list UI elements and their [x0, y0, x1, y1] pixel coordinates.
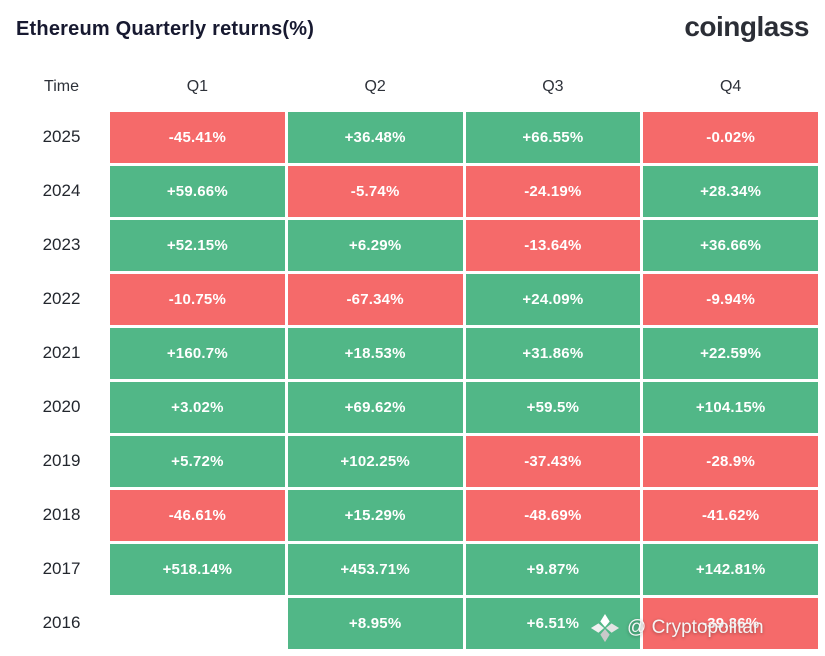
year-label-2023: 2023: [42, 235, 81, 255]
cell-2021-q4: +22.59%: [643, 327, 818, 379]
cell-2018-q1: -46.61%: [110, 489, 285, 541]
cell-2020-q3: +59.5%: [465, 381, 641, 433]
cell-2017-q4: +142.81%: [643, 543, 818, 595]
cell-2020-q2: +69.62%: [287, 381, 463, 433]
cell-2019-q1: +5.72%: [110, 435, 285, 487]
cell-2017-q2: +453.71%: [287, 543, 463, 595]
cell-2025-q1: -45.41%: [110, 111, 285, 163]
cell-2025-q2: +36.48%: [287, 111, 463, 163]
cell-2021-q3: +31.86%: [465, 327, 641, 379]
cell-2024-q4: +28.34%: [643, 165, 818, 217]
column-header-q2: Q2: [364, 77, 386, 95]
cell-2025-q4: -0.02%: [643, 111, 818, 163]
cell-2017-q3: +9.87%: [465, 543, 641, 595]
year-label-2019: 2019: [42, 451, 81, 471]
cell-2020-q4: +104.15%: [643, 381, 818, 433]
cell-2022-q2: -67.34%: [287, 273, 463, 325]
column-header-q4: Q4: [719, 77, 742, 95]
cell-2018-q3: -48.69%: [465, 489, 641, 541]
cell-2020-q1: +3.02%: [110, 381, 285, 433]
year-label-2025: 2025: [42, 127, 81, 147]
column-header-time: Time: [44, 77, 79, 95]
year-label-2024: 2024: [42, 181, 81, 201]
cell-2018-q4: -41.62%: [643, 489, 818, 541]
cell-2021-q2: +18.53%: [287, 327, 463, 379]
year-label-2020: 2020: [42, 397, 81, 417]
cell-2022-q1: -10.75%: [110, 273, 285, 325]
coinglass-logo: coinglass: [684, 11, 809, 42]
year-label-2018: 2018: [42, 505, 81, 525]
cell-2023-q2: +6.29%: [287, 219, 463, 271]
cell-2019-q2: +102.25%: [287, 435, 463, 487]
cell-2021-q1: +160.7%: [110, 327, 285, 379]
cell-2019-q4: -28.9%: [643, 435, 818, 487]
year-label-2021: 2021: [42, 343, 81, 363]
cell-2016-q1: [110, 598, 285, 649]
header: Ethereum Quarterly returns(%) coinglass: [0, 0, 825, 43]
page-title: Ethereum Quarterly returns(%): [16, 18, 315, 40]
column-header-q1: Q1: [186, 77, 209, 95]
cell-2024-q3: -24.19%: [465, 165, 641, 217]
cell-2023-q3: -13.64%: [465, 219, 641, 271]
year-label-2022: 2022: [42, 289, 81, 309]
returns-table: Time Q1 Q2 Q3 Q4 2025 -45.41% +36.48% +66.5…: [16, 65, 818, 649]
cell-2017-q1: +518.14%: [110, 543, 285, 595]
cell-2025-q3: +66.55%: [465, 111, 641, 163]
cell-2023-q1: +52.15%: [110, 219, 285, 271]
cell-2016-q3: +6.51%: [465, 597, 641, 649]
cell-2016-q4: -39.36%: [643, 597, 818, 649]
cell-2024-q2: -5.74%: [287, 165, 463, 217]
cell-2022-q4: -9.94%: [643, 273, 818, 325]
cell-2016-q2: +8.95%: [287, 597, 463, 649]
cell-2024-q1: +59.66%: [110, 165, 285, 217]
year-label-2017: 2017: [42, 559, 81, 579]
cell-2023-q4: +36.66%: [643, 219, 818, 271]
column-header-q3: Q3: [542, 77, 564, 95]
year-label-2016: 2016: [42, 613, 81, 633]
cell-2022-q3: +24.09%: [465, 273, 641, 325]
cell-2019-q3: -37.43%: [465, 435, 641, 487]
cell-2018-q2: +15.29%: [287, 489, 463, 541]
